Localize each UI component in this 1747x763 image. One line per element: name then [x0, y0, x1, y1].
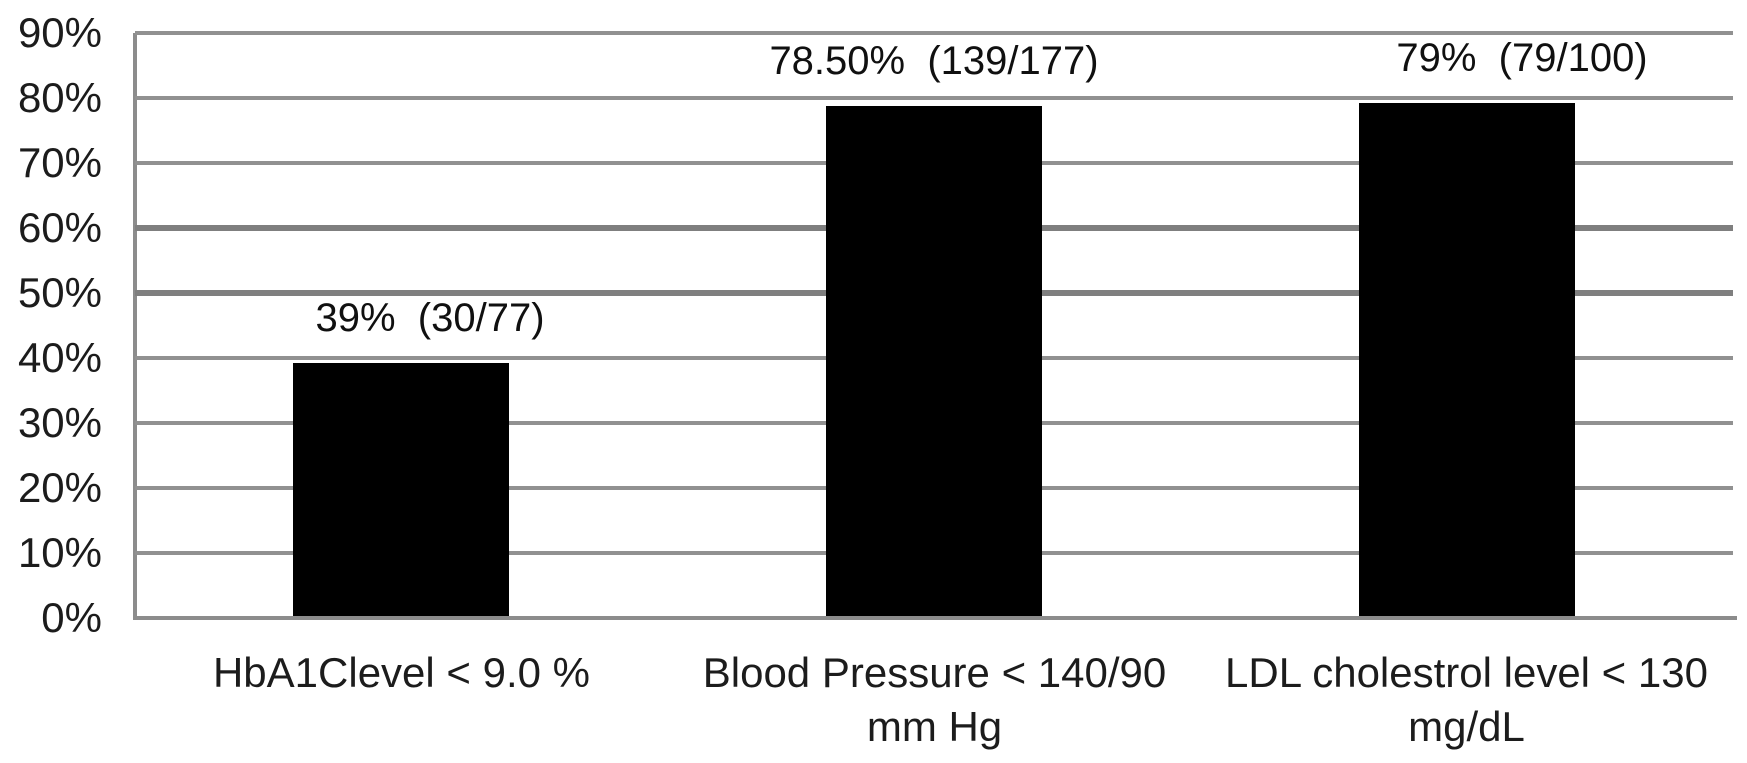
- bar-value-label: 39% (30/77): [315, 295, 545, 340]
- y-axis-tick-label: 20%: [17, 464, 102, 511]
- y-axis-tick-label: 40%: [17, 334, 102, 381]
- y-axis-line: [133, 33, 137, 620]
- gridline: [135, 31, 1733, 35]
- gridline: [135, 96, 1733, 100]
- bar-blood-pressure: [826, 105, 1042, 616]
- y-axis-tick-label: 50%: [17, 269, 102, 316]
- y-axis-tick-label: 60%: [17, 204, 102, 251]
- y-axis-tick-label: 70%: [17, 139, 102, 186]
- category-label: LDL cholestrol level < 130 mg/dL: [1225, 649, 1708, 750]
- bar-group-ldl: 79% (79/100): [1359, 33, 1648, 616]
- y-axis: 90% 80% 70% 60% 50% 40% 30% 20% 10% 0%: [0, 0, 102, 763]
- bar-ldl: [1359, 102, 1575, 616]
- category-label: HbA1Clevel < 9.0 %: [212, 649, 591, 696]
- plot-area: 39% (30/77) 78.50% (139/177) 79% (79/100…: [135, 31, 1733, 616]
- y-axis-tick-label: 0%: [41, 594, 102, 641]
- bar-value-label: 79% (79/100): [1396, 35, 1648, 80]
- x-axis-line: [133, 616, 1737, 620]
- y-axis-tick-label: 30%: [17, 399, 102, 446]
- category-label: Blood Pressure < 140/90 mm Hg: [702, 649, 1167, 750]
- y-axis-tick-label: 10%: [17, 529, 102, 576]
- y-axis-tick-label: 90%: [17, 9, 102, 56]
- bar-group-hba1c: 39% (30/77): [293, 33, 545, 616]
- bar-value-label: 78.50% (139/177): [769, 38, 1099, 83]
- bar-group-blood-pressure: 78.50% (139/177): [769, 33, 1099, 616]
- bar-hba1c: [293, 362, 509, 616]
- y-axis-tick-label: 80%: [17, 74, 102, 121]
